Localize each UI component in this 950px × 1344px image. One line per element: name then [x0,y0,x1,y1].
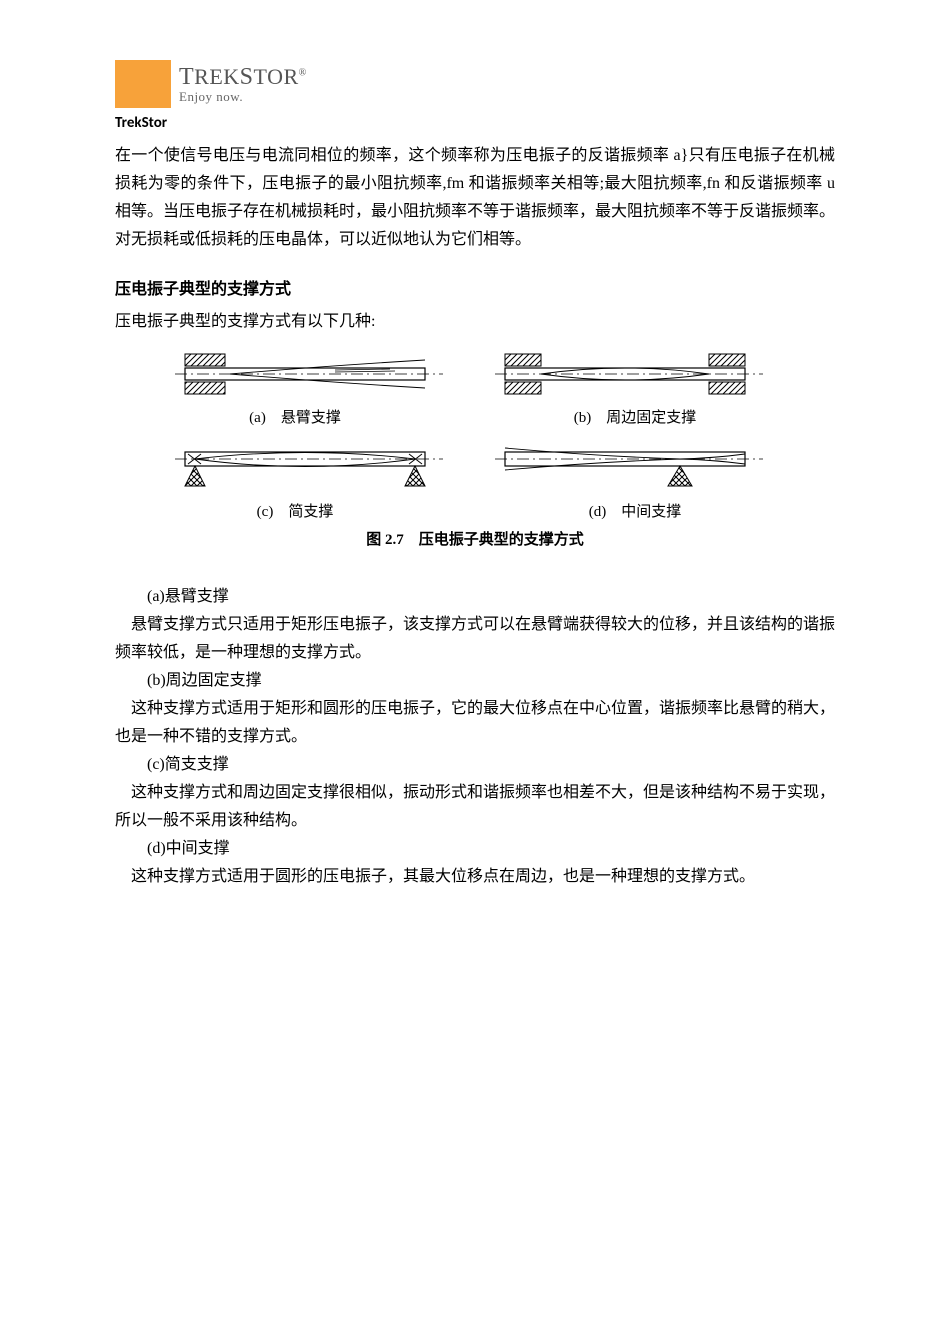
item-a-text: 悬臂支撑方式只适用于矩形压电振子，该支撑方式可以在悬臂端获得较大的位移，并且该结… [115,611,835,667]
fig-label-b: (b) 周边固定支撑 [574,409,697,426]
section-lead: 压电振子典型的支撑方式有以下几种: [115,308,835,336]
item-c-text: 这种支撑方式和周边固定支撑很相似，振动形式和谐振频率也相差不大，但是该种结构不易… [115,779,835,835]
item-b-label: (b)周边固定支撑 [115,667,835,695]
fig-label-a: (a) 悬臂支撑 [249,409,341,426]
item-d-label: (d)中间支撑 [115,835,835,863]
fig-label-c: (c) 简支撑 [257,503,334,520]
item-d-text: 这种支撑方式适用于圆形的压电振子，其最大位移点在周边，也是一种理想的支撑方式。 [115,863,835,891]
item-c-label: (c)简支支撑 [115,751,835,779]
section-heading: 压电振子典型的支撑方式 [115,276,835,304]
figure-caption: 图 2.7 压电振子典型的支撑方式 [366,530,584,548]
intro-paragraph: 在一个使信号电压与电流同相位的频率，这个频率称为压电振子的反谐振频率 a}只有压… [115,142,835,254]
logo-block: TREKSTOR® Enjoy now. [115,60,835,108]
item-b-text: 这种支撑方式适用于矩形和圆形的压电振子，它的最大位移点在中心位置，谐振频率比悬臂… [115,695,835,751]
logo-tagline: Enjoy now. [179,90,307,104]
logo-title: TREKSTOR® [179,64,307,90]
logo-text-block: TREKSTOR® Enjoy now. [179,64,307,105]
brand-name: TrekStor [115,110,835,136]
logo-square [115,60,171,108]
item-a-label: (a)悬臂支撑 [115,583,835,611]
fig-label-d: (d) 中间支撑 [589,503,682,520]
figure-2-7: (a) 悬臂支撑 (b) 周边固定支撑 [165,344,785,569]
figure-svg: (a) 悬臂支撑 (b) 周边固定支撑 [165,344,785,569]
